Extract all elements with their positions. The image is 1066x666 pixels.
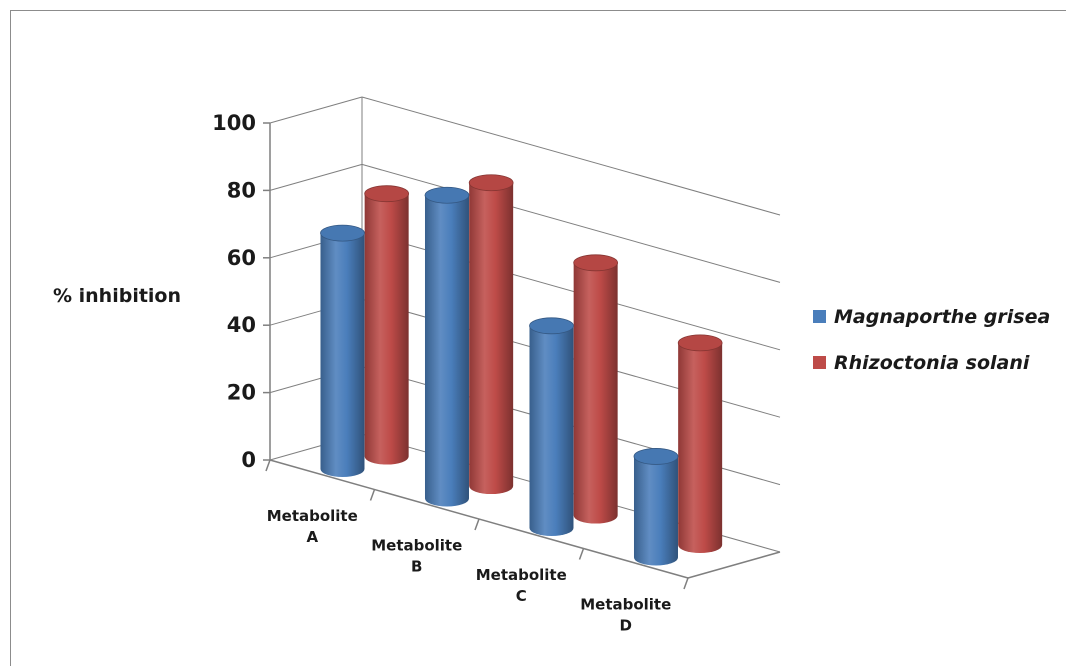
bar-magnaporthe-grisea-1	[424, 195, 469, 507]
bar-magnaporthe-grisea-3	[633, 456, 678, 566]
bar-top-1-3	[677, 334, 723, 352]
x-tick-mark	[578, 548, 585, 560]
y-tick-label: 20	[227, 381, 256, 405]
back-wall-gridline	[361, 96, 781, 216]
bar-rhizoctonia-solani-1	[469, 182, 514, 495]
legend-swatch	[813, 310, 826, 323]
y-tick-label: 100	[212, 111, 256, 135]
x-category-label: Metabolite	[476, 566, 567, 584]
x-tick-mark	[474, 518, 480, 531]
floor-right-edge	[687, 551, 781, 579]
bar-rhizoctonia-solani-0	[364, 193, 409, 465]
bar-magnaporthe-grisea-0	[320, 233, 365, 478]
side-wall-gridline	[269, 163, 363, 191]
bar-magnaporthe-grisea-2	[529, 325, 574, 537]
bar-top-1-0	[364, 185, 410, 203]
bar-top-0-1	[424, 186, 470, 204]
legend-label: Magnaporthe grisea	[834, 306, 1050, 328]
y-tick-label: 60	[227, 246, 256, 270]
bar-top-1-2	[573, 254, 619, 272]
back-wall-gridline	[361, 163, 781, 283]
x-category-label: D	[620, 616, 632, 634]
y-tick-label: 40	[227, 313, 256, 337]
bar-top-1-1	[468, 174, 514, 192]
x-category-label: Metabolite	[580, 595, 671, 613]
y-axis-label: % inhibition	[53, 285, 181, 307]
x-category-label: C	[516, 587, 527, 605]
bar-rhizoctonia-solani-2	[573, 262, 618, 524]
x-tick-mark	[683, 577, 689, 590]
x-category-label: A	[306, 528, 318, 546]
bar-rhizoctonia-solani-3	[678, 342, 723, 554]
bar-top-0-3	[633, 448, 679, 465]
legend-swatch	[813, 356, 826, 369]
y-tick-label: 0	[241, 448, 256, 472]
x-tick-mark	[369, 489, 376, 501]
bar-top-0-0	[320, 224, 365, 242]
side-wall-gridline	[269, 96, 363, 124]
y-tick-label: 80	[227, 178, 256, 202]
x-category-label: B	[411, 557, 422, 575]
x-tick-mark	[265, 459, 271, 472]
x-category-label: Metabolite	[371, 536, 462, 554]
bar-top-0-2	[529, 317, 574, 335]
legend-label: Rhizoctonia solani	[834, 352, 1030, 374]
x-category-label: Metabolite	[267, 507, 358, 525]
